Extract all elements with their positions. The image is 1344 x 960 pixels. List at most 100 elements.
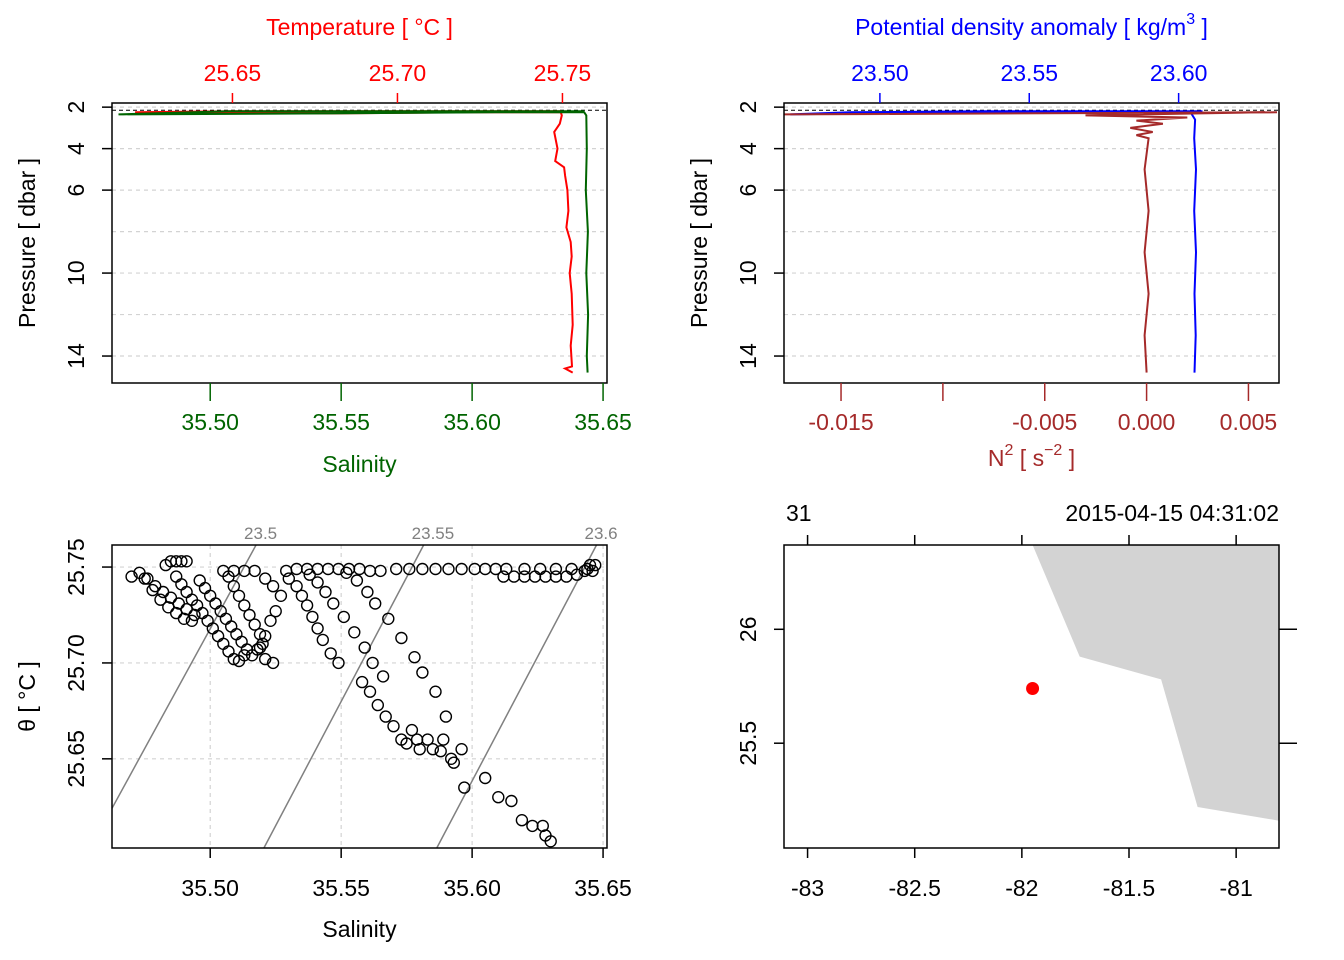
x-tick-label: 35.50 [181, 875, 239, 901]
ts-point [497, 570, 510, 583]
ts-point [379, 710, 392, 723]
ts-point [303, 568, 316, 581]
y-axis-label: θ [ °C ] [14, 661, 40, 732]
isopycnal-line [436, 544, 598, 849]
ts-point [416, 562, 429, 576]
ts-point [232, 589, 246, 602]
ts-point [227, 580, 241, 593]
y-tick-label: 6 [735, 184, 761, 197]
bottom-axis-title: Salinity [322, 451, 397, 477]
y-tick-label: 10 [735, 260, 761, 286]
series-line-n2 [783, 111, 1278, 373]
ts-point [374, 564, 387, 578]
latitude-tick-label: 25.5 [735, 721, 761, 766]
y-tick-label: 25.70 [63, 634, 89, 692]
ts-point [447, 756, 460, 769]
ts-point [429, 562, 442, 576]
ts-point [282, 572, 295, 585]
bottom-tick-label: 35.55 [312, 409, 370, 435]
ts-point [253, 628, 267, 641]
map-frame [783, 544, 1280, 849]
ts-point [500, 562, 513, 576]
ts-point [355, 675, 369, 689]
bottom-tick-label: 35.65 [574, 409, 632, 435]
ts-point [230, 628, 243, 641]
ts-point [437, 733, 450, 746]
ts-point [217, 637, 230, 650]
top-axis-title: Temperature [ °C ] [266, 14, 453, 40]
series-line-potential-density-anomaly [790, 110, 1203, 373]
ts-point [219, 612, 233, 625]
profile-temperature-salinity-panel: 2 4 6 10 14 Pressure [ dbar ] 25.65 25.70 25.75 3… [14, 14, 632, 477]
ts-point [361, 585, 374, 599]
ts-point [413, 743, 426, 756]
longitude-tick-label: -81 [1220, 875, 1253, 901]
ts-point [264, 614, 277, 627]
ts-point [505, 794, 518, 808]
ts-point [162, 601, 175, 614]
ts-point [319, 585, 332, 599]
ts-point [353, 562, 366, 576]
y-tick-label: 2 [63, 101, 89, 114]
ts-point [426, 743, 439, 756]
bottom-tick-label: -0.015 [808, 409, 873, 435]
profile-density-n2-panel: 2 4 6 10 14 Pressure [ dbar ] 23.50 23.55 23.60 -… [686, 11, 1280, 471]
ts-point [198, 581, 212, 595]
ts-point [321, 562, 335, 576]
ts-point [209, 597, 222, 610]
ts-point [138, 572, 151, 585]
ts-point [169, 570, 183, 583]
y-tick-label: 4 [63, 142, 89, 155]
ts-point [539, 570, 552, 583]
ts-point [342, 562, 356, 576]
top-tick-label: 23.60 [1150, 60, 1208, 86]
ts-point [148, 580, 162, 593]
ts-point [390, 562, 403, 576]
ts-point [327, 597, 340, 610]
ts-point [455, 743, 468, 756]
latitude-tick-label: 26 [735, 616, 761, 642]
ts-point [222, 645, 235, 658]
ts-point [358, 641, 371, 654]
plot-frame [111, 544, 608, 849]
ts-point [526, 819, 539, 833]
ts-point [382, 612, 395, 625]
series-line-temperature [135, 110, 574, 374]
longitude-tick-label: -81.5 [1103, 875, 1155, 901]
y-axis-label: Pressure [ dbar ] [14, 158, 40, 328]
ts-point [518, 562, 531, 576]
bottom-tick-label: 35.50 [181, 409, 239, 435]
ts-point [316, 633, 329, 647]
ts-point [175, 578, 188, 591]
top-tick-label: 25.75 [534, 60, 592, 86]
ts-point [259, 629, 272, 643]
ts-point [125, 570, 138, 583]
ts-point [227, 652, 241, 666]
ts-point [238, 649, 251, 662]
station-marker [1026, 682, 1040, 696]
x-tick-label: 35.65 [574, 875, 632, 901]
top-tick-label: 25.70 [369, 60, 427, 86]
ts-point [348, 626, 361, 639]
y-tick-label: 6 [63, 184, 89, 197]
station-map-panel: -83 -82.5 -82 -81.5 -81 26 25.5 31 2015-04-15 04… [735, 500, 1297, 901]
longitude-tick-label: -83 [791, 875, 824, 901]
ts-point [300, 599, 314, 612]
ts-point [479, 771, 492, 785]
ts-point [269, 605, 282, 618]
ts-diagram-panel: 23.5 23.55 23.6 35.50 35.55 35.60 35.65 25.65 25… [14, 524, 632, 942]
ts-point [544, 835, 557, 848]
ts-point [280, 564, 293, 578]
ts-point [248, 618, 261, 631]
ts-point [185, 614, 199, 627]
ts-point [290, 562, 303, 576]
y-axis-label: Pressure [ dbar ] [686, 158, 712, 328]
ts-point [589, 558, 602, 572]
y-tick-label: 4 [735, 142, 761, 155]
ts-point [266, 580, 280, 593]
plot-frame [111, 102, 608, 384]
longitude-tick-label: -82.5 [888, 875, 940, 901]
isopycnal-line [111, 544, 257, 809]
bottom-axis-title: N2 [ s−2 ] [988, 442, 1075, 471]
